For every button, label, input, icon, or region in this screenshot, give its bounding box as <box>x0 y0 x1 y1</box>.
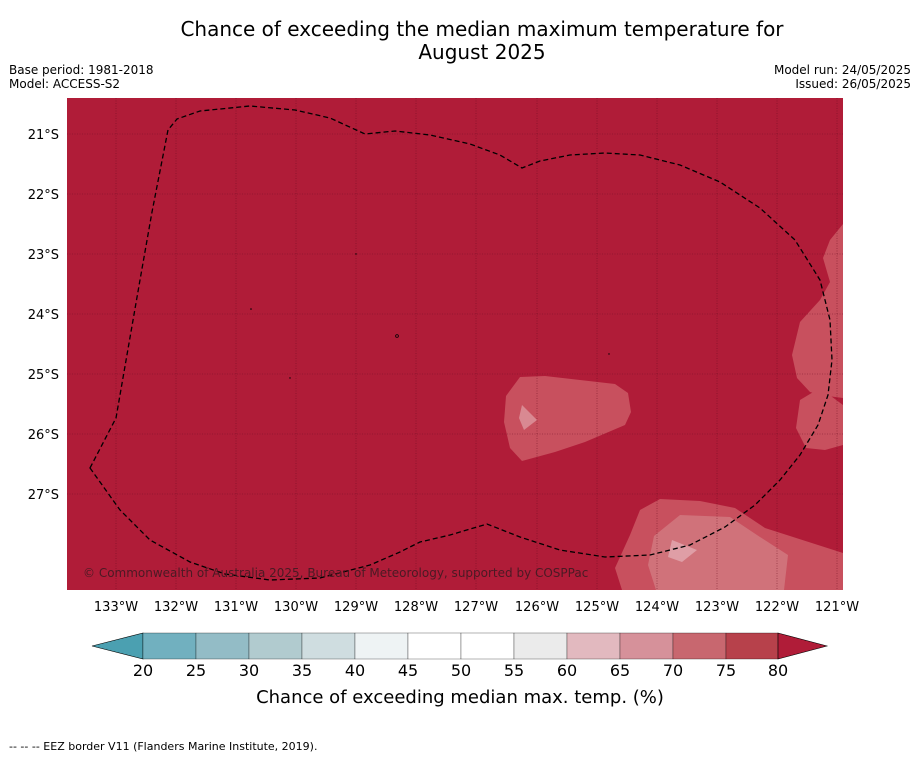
lat-tick: 27°S <box>28 488 59 503</box>
colorbar-swatch <box>248 632 303 660</box>
lon-tick: 124°W <box>635 600 679 615</box>
colorbar-tick: 25 <box>186 661 206 680</box>
map-panel: © Commonwealth of Australia 2025, Bureau… <box>67 98 843 590</box>
title-line-2: August 2025 <box>418 40 546 64</box>
colorbar-tick: 65 <box>610 661 630 680</box>
lat-tick: 23°S <box>28 248 59 263</box>
lat-tick-labels: 21°S 22°S 23°S 24°S 25°S 26°S 27°S <box>28 128 59 503</box>
colorbar-swatch <box>619 632 674 660</box>
lon-tick: 127°W <box>454 600 498 615</box>
colorbar-tick: 55 <box>504 661 524 680</box>
eez-legend-footer: -- -- -- EEZ border V11 (Flanders Marine… <box>9 740 318 753</box>
lon-tick: 133°W <box>94 600 138 615</box>
lat-tick: 26°S <box>28 428 59 443</box>
lon-tick-labels: 133°W 132°W 131°W 130°W 129°W 128°W 127°… <box>94 600 859 615</box>
lon-tick: 129°W <box>334 600 378 615</box>
colorbar: 20 25 30 35 40 45 50 55 60 65 70 75 80 C… <box>91 632 829 708</box>
colorbar-swatch <box>407 632 462 660</box>
model-name: Model: ACCESS-S2 <box>9 77 121 91</box>
model-run: Model run: 24/05/2025 <box>773 63 911 77</box>
lon-tick: 125°W <box>575 600 619 615</box>
colorbar-swatch <box>460 632 515 660</box>
colorbar-tick: 75 <box>716 661 736 680</box>
island-speck <box>395 334 399 338</box>
colorbar-extend-high <box>777 632 829 660</box>
colorbar-swatch <box>513 632 568 660</box>
colorbar-tick: 60 <box>557 661 577 680</box>
colorbar-tick: 50 <box>451 661 471 680</box>
lat-tick: 25°S <box>28 368 59 383</box>
lon-tick: 123°W <box>695 600 739 615</box>
lon-tick: 121°W <box>815 600 859 615</box>
colorbar-tick: 35 <box>292 661 312 680</box>
patch-65-70-bottom <box>648 515 788 590</box>
colorbar-swatch <box>725 632 779 660</box>
colorbar-label: Chance of exceeding median max. temp. (%… <box>256 687 664 708</box>
lat-tick: 22°S <box>28 188 59 203</box>
lon-tick: 132°W <box>154 600 198 615</box>
lon-tick: 130°W <box>274 600 318 615</box>
issued-date: Issued: 26/05/2025 <box>795 77 911 91</box>
chart-title: Chance of exceeding the median maximum t… <box>0 18 919 64</box>
colorbar-swatch <box>566 632 621 660</box>
colorbar-tick: 20 <box>133 661 153 680</box>
patch-70-75-right-upper <box>792 224 843 398</box>
patch-60-65-bottom <box>668 540 697 562</box>
lat-tick: 21°S <box>28 128 59 143</box>
lon-tick: 126°W <box>515 600 559 615</box>
colorbar-extend-low <box>91 632 144 660</box>
colorbar-tick: 45 <box>398 661 418 680</box>
title-line-1: Chance of exceeding the median maximum t… <box>180 17 784 41</box>
island-speck <box>250 308 252 310</box>
colorbar-swatch <box>142 632 197 660</box>
patch-65-70-center <box>519 405 537 430</box>
colorbar-swatch <box>354 632 409 660</box>
colorbar-tick: 30 <box>239 661 259 680</box>
colorbar-tick: 70 <box>663 661 683 680</box>
base-period: Base period: 1981-2018 <box>9 63 154 77</box>
colorbar-swatch <box>672 632 727 660</box>
lon-tick: 122°W <box>755 600 799 615</box>
meta-right: Model run: 24/05/2025 Issued: 26/05/2025 <box>774 63 911 91</box>
colorbar-tick: 40 <box>345 661 365 680</box>
island-speck <box>355 253 357 255</box>
patch-70-75-center <box>504 376 631 461</box>
map-copyright: © Commonwealth of Australia 2025, Bureau… <box>83 566 588 580</box>
colorbar-swatch <box>195 632 250 660</box>
lon-tick: 131°W <box>214 600 258 615</box>
island-speck <box>608 353 610 355</box>
gridlines <box>67 98 843 590</box>
colorbar-swatch <box>301 632 356 660</box>
lat-tick: 24°S <box>28 308 59 323</box>
meta-left: Base period: 1981-2018 Model: ACCESS-S2 <box>9 63 154 91</box>
colorbar-tick: 80 <box>768 661 788 680</box>
island-speck <box>289 377 291 379</box>
lon-tick: 128°W <box>394 600 438 615</box>
eez-border <box>89 105 833 581</box>
